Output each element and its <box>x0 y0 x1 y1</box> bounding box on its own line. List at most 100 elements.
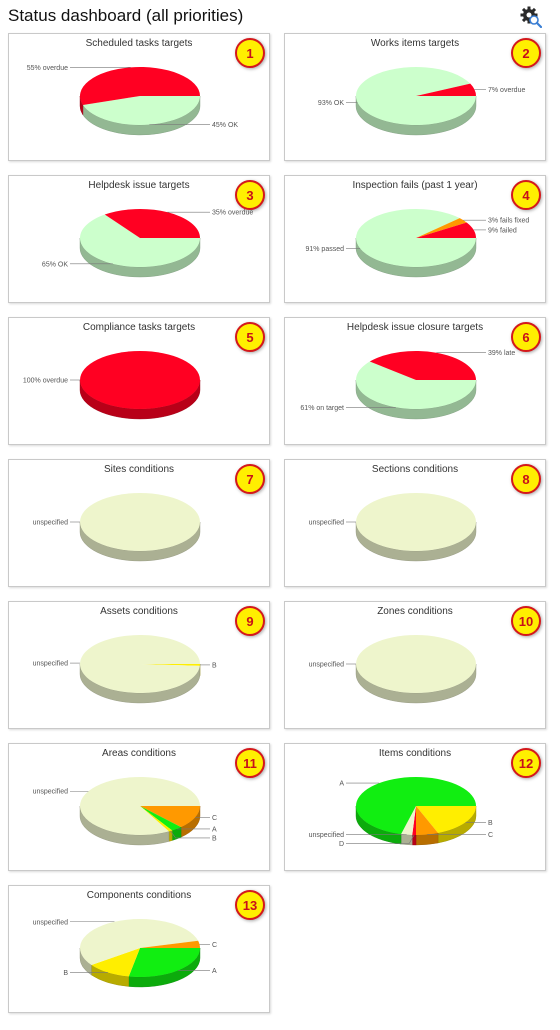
pie-chart: 65% OK 35% overdue <box>42 209 253 278</box>
chart-title: Sections conditions <box>371 464 459 475</box>
pie-slice[interactable] <box>401 806 416 835</box>
pie-chart: 61% on target 39% late <box>300 350 515 420</box>
slice-label: unspecified <box>309 520 345 527</box>
panel-number-badge: 7 <box>235 464 265 494</box>
pie-slice[interactable] <box>356 777 476 835</box>
slice-label: 35% overdue <box>212 210 253 217</box>
pie-slice-side <box>79 521 201 562</box>
slice-label: A <box>212 968 217 975</box>
pie-chart: unspecified <box>309 493 477 562</box>
leader-line <box>346 834 415 844</box>
pie-slice[interactable] <box>80 635 200 694</box>
panel-number-badge: 8 <box>511 464 541 494</box>
pie-slice[interactable] <box>140 806 173 832</box>
chart-title: Items conditions <box>378 748 452 759</box>
gear-search-icon[interactable] <box>520 6 543 29</box>
slice-label: 100% overdue <box>23 378 68 385</box>
chart-title: Compliance tasks targets <box>82 322 196 333</box>
chart-title: Inspection fails (past 1 year) <box>352 180 478 191</box>
slice-label: unspecified <box>33 919 69 926</box>
pie-slice[interactable] <box>369 351 476 380</box>
pie-slice[interactable] <box>416 222 476 238</box>
page-title: Status dashboard (all priorities) <box>8 6 244 25</box>
chart-panel-8: Sections conditions unspecified 8 <box>284 459 546 587</box>
pie-slice[interactable] <box>412 806 416 835</box>
slice-label: A <box>212 826 217 833</box>
chart-title: Works items targets <box>370 38 460 49</box>
chart-panel-7: Sites conditions unspecified 7 <box>8 459 270 587</box>
panel-number-badge: 5 <box>235 322 265 352</box>
chart-title: Sites conditions <box>103 464 175 475</box>
slice-label: unspecified <box>33 661 69 668</box>
pie-slice[interactable] <box>140 664 200 666</box>
panel-number-badge: 13 <box>235 890 265 920</box>
pie-slice[interactable] <box>416 806 476 833</box>
pie-slice[interactable] <box>356 361 476 409</box>
slice-label: 65% OK <box>42 261 68 268</box>
pie-slice[interactable] <box>416 806 439 835</box>
pie-chart: 100% overdue <box>23 351 201 420</box>
pie-slice[interactable] <box>79 214 200 267</box>
slice-label: 93% OK <box>318 100 344 107</box>
pie-slice-side <box>412 834 417 846</box>
panel-number-badge: 9 <box>235 606 265 636</box>
pie-slice[interactable] <box>416 218 467 238</box>
pie-slice[interactable] <box>356 66 476 125</box>
slice-label: D <box>339 841 344 848</box>
pie-slice[interactable] <box>82 96 200 125</box>
pie-slice[interactable] <box>356 493 476 551</box>
slice-label: 39% late <box>488 350 515 357</box>
pie-slice-side <box>355 663 477 704</box>
panel-number-badge: 12 <box>511 748 541 778</box>
pie-chart: 45% OK 55% overdue <box>27 65 238 136</box>
pie-slice[interactable] <box>128 948 200 977</box>
slice-label: B <box>212 835 217 842</box>
slice-label: A <box>339 781 344 788</box>
pie-chart: unspecified <box>309 635 477 704</box>
slice-label: unspecified <box>309 662 345 669</box>
pie-slice[interactable] <box>140 806 182 831</box>
slice-label: B <box>488 820 493 827</box>
slice-label: unspecified <box>309 832 345 839</box>
slice-label: C <box>212 815 217 822</box>
panel-number-badge: 10 <box>511 606 541 636</box>
slice-label: C <box>488 832 493 839</box>
chart-panel-3: Helpdesk issue targets 65% OK 35% overdue 3 <box>8 175 270 303</box>
pie-slice[interactable] <box>80 919 199 966</box>
pie-slice-side <box>355 521 477 562</box>
pie-slice[interactable] <box>356 635 476 693</box>
slice-label: B <box>212 662 217 669</box>
chart-title: Areas conditions <box>102 748 176 759</box>
pie-slice[interactable] <box>104 209 200 238</box>
chart-panel-1: Scheduled tasks targets 45% OK 55% overdue… <box>8 33 270 161</box>
pie-slice[interactable] <box>140 806 200 828</box>
chart-title: Helpdesk issue targets <box>88 180 190 191</box>
chart-title: Components conditions <box>86 890 192 901</box>
pie-slice[interactable] <box>80 351 200 409</box>
pie-slice[interactable] <box>91 948 140 977</box>
pie-slice[interactable] <box>80 67 200 105</box>
slice-label: 7% overdue <box>488 87 525 94</box>
chart-title: Scheduled tasks targets <box>85 38 193 49</box>
pie-slice[interactable] <box>80 777 200 835</box>
slice-label: 55% overdue <box>27 65 68 72</box>
pie-chart: unspecified <box>33 493 201 562</box>
pie-slice-side <box>400 833 413 846</box>
pie-slice[interactable] <box>140 940 200 948</box>
chart-title: Zones conditions <box>377 606 453 617</box>
chart-panel-2: Works items targets 93% OK 7% overdue 2 <box>284 33 546 161</box>
slice-label: 45% OK <box>212 122 238 129</box>
pie-chart: 91% passed 3% fails fixed 9% failed <box>305 209 529 278</box>
pie-slice[interactable] <box>80 493 200 551</box>
pie-slice[interactable] <box>416 83 476 96</box>
slice-label: 91% passed <box>305 246 344 253</box>
pie-slice-side <box>79 379 201 420</box>
slice-label: 61% on target <box>300 405 344 412</box>
